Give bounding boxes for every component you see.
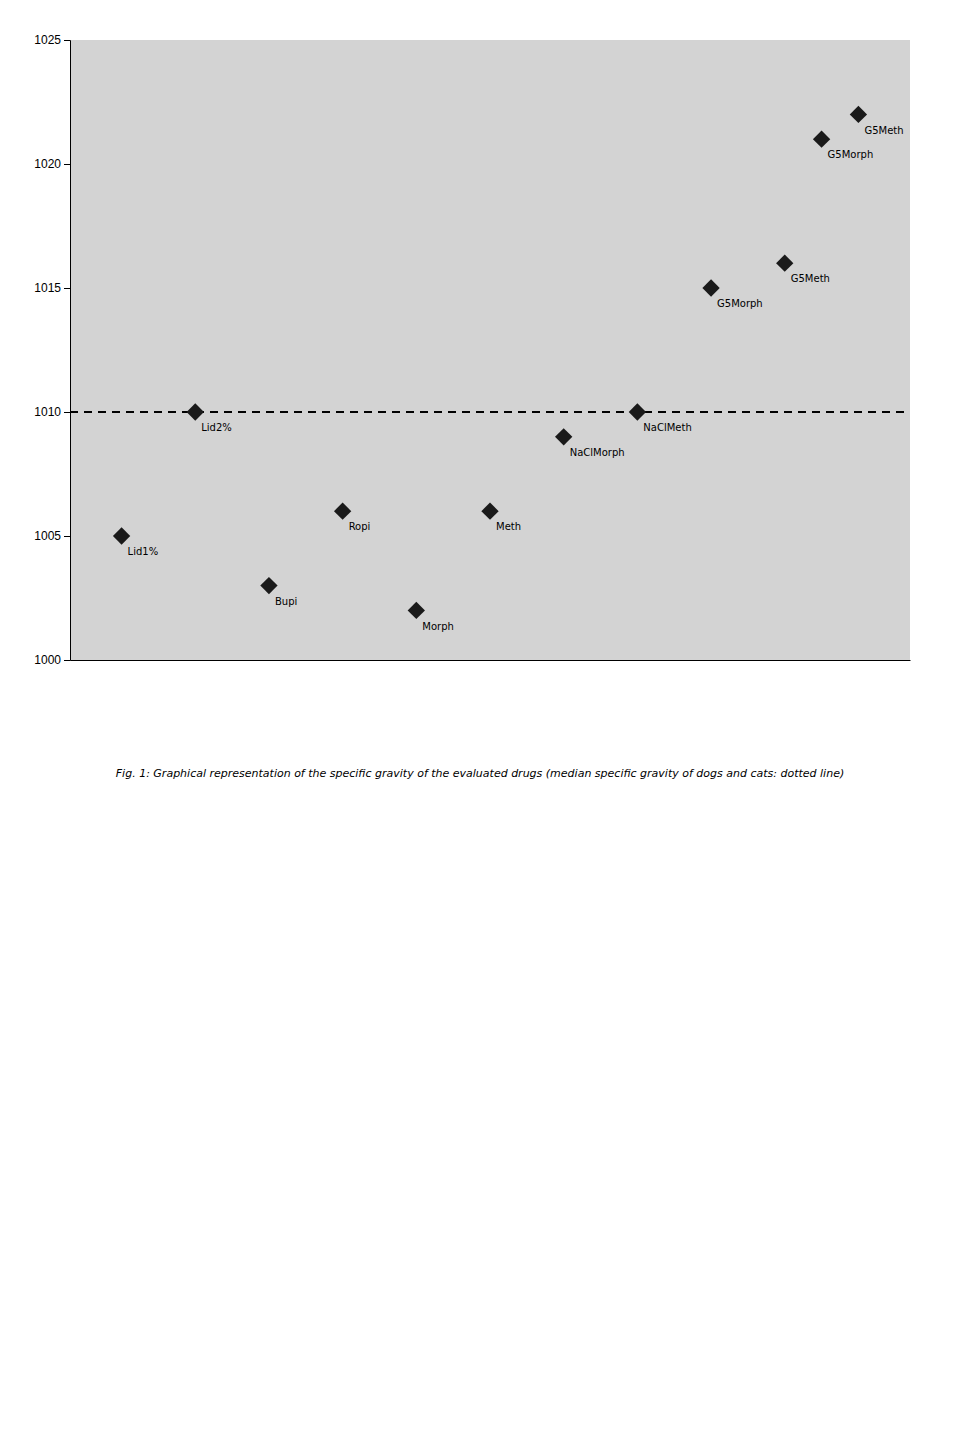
y-tick: 1015 — [34, 281, 70, 295]
point-label: Meth — [496, 521, 521, 532]
y-tick: 1025 — [34, 33, 70, 47]
point — [702, 279, 719, 296]
y-tick: 1000 — [34, 653, 70, 667]
plot: 1000 1005 1010 1015 1020 1025 Lid1% Lid2% Bupi Ro… — [34, 33, 910, 667]
point-label: G5Morph — [717, 298, 763, 309]
y-axis: 1000 1005 1010 1015 1020 1025 — [34, 33, 70, 667]
y-tick-label: 1010 — [34, 405, 61, 419]
y-tick-label: 1025 — [34, 33, 61, 47]
point-label: Ropi — [349, 521, 371, 532]
point — [850, 106, 867, 123]
marks — [70, 106, 910, 619]
y-axis-line — [64, 41, 71, 661]
y-tick-mark — [64, 288, 70, 289]
x-axis-line — [71, 660, 911, 661]
point — [776, 255, 793, 272]
point-label: G5Meth — [791, 273, 830, 284]
point — [408, 602, 425, 619]
point — [555, 428, 572, 445]
point-labels: Lid1% Lid2% Bupi Ropi Morph Meth NaClMorph NaCl… — [128, 125, 904, 632]
y-tick: 1005 — [34, 529, 70, 543]
y-tick-mark — [64, 536, 70, 537]
point-label: NaClMeth — [643, 422, 691, 433]
y-tick-label: 1000 — [34, 653, 61, 667]
point-label: Lid2% — [201, 422, 232, 433]
y-tick-mark — [64, 412, 70, 413]
y-tick-mark — [64, 40, 70, 41]
point — [187, 403, 204, 420]
y-tick-mark — [64, 164, 70, 165]
point-label: Bupi — [275, 596, 297, 607]
point-label: NaClMorph — [570, 447, 625, 458]
point-label: Lid1% — [128, 546, 159, 557]
point-label: Morph — [422, 621, 454, 632]
point — [334, 503, 351, 520]
point-label: G5Morph — [828, 149, 874, 160]
y-tick-label: 1020 — [34, 157, 61, 171]
y-tick: 1010 — [34, 405, 70, 419]
point — [481, 503, 498, 520]
y-tick-label: 1005 — [34, 529, 61, 543]
x-axis — [71, 660, 911, 661]
y-tick: 1020 — [34, 157, 70, 171]
point — [260, 577, 277, 594]
point-label: G5Meth — [864, 125, 903, 136]
point — [629, 403, 646, 420]
point — [113, 527, 130, 544]
chart: 1000 1005 1010 1015 1020 1025 Lid1% Lid2% Bupi Ro… — [0, 0, 960, 1451]
y-tick-label: 1015 — [34, 281, 61, 295]
point — [813, 131, 830, 148]
plot-background — [70, 40, 910, 660]
y-tick-mark — [64, 660, 70, 661]
caption: Fig. 1: Graphical representation of the … — [116, 767, 844, 780]
